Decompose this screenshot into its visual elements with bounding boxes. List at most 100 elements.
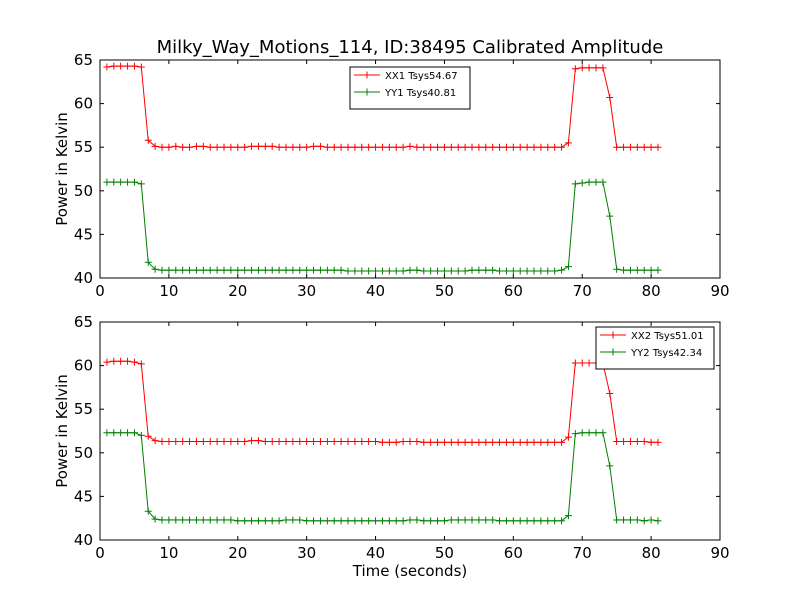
data-point bbox=[592, 429, 600, 437]
data-point bbox=[289, 143, 297, 151]
data-point bbox=[165, 437, 173, 445]
data-point bbox=[578, 64, 586, 72]
data-point bbox=[241, 266, 249, 274]
data-point bbox=[502, 517, 510, 525]
x-tick-label: 90 bbox=[710, 282, 729, 300]
data-point bbox=[165, 516, 173, 524]
data-point bbox=[482, 438, 490, 446]
data-point bbox=[578, 429, 586, 437]
data-point bbox=[330, 143, 338, 151]
data-point bbox=[413, 143, 421, 151]
data-point bbox=[275, 143, 283, 151]
data-point bbox=[544, 143, 552, 151]
data-point bbox=[530, 438, 538, 446]
legend-box bbox=[349, 66, 471, 110]
x-tick-label: 30 bbox=[297, 544, 316, 562]
data-point bbox=[620, 143, 628, 151]
data-point bbox=[261, 517, 269, 525]
data-point bbox=[296, 143, 304, 151]
x-tick-label: 20 bbox=[228, 544, 247, 562]
data-point bbox=[248, 266, 256, 274]
data-point bbox=[158, 143, 166, 151]
data-point bbox=[323, 437, 331, 445]
x-axis-label: Time (seconds) bbox=[352, 562, 468, 580]
x-tick-label: 50 bbox=[435, 544, 454, 562]
data-point bbox=[358, 143, 366, 151]
x-tick-label: 70 bbox=[573, 282, 592, 300]
data-point bbox=[117, 429, 125, 437]
data-point bbox=[427, 143, 435, 151]
y-tick-label: 60 bbox=[74, 95, 93, 113]
data-point bbox=[468, 438, 476, 446]
data-point bbox=[440, 143, 448, 151]
data-point bbox=[344, 517, 352, 525]
data-point bbox=[620, 266, 628, 274]
data-point bbox=[454, 143, 462, 151]
data-point bbox=[316, 517, 324, 525]
data-point bbox=[475, 143, 483, 151]
data-point bbox=[130, 429, 138, 437]
data-point bbox=[502, 267, 510, 275]
data-point bbox=[440, 517, 448, 525]
data-point bbox=[282, 437, 290, 445]
data-point bbox=[420, 267, 428, 275]
data-point bbox=[592, 178, 600, 186]
data-point bbox=[571, 359, 579, 367]
data-point bbox=[289, 266, 297, 274]
data-point bbox=[406, 266, 414, 274]
x-tick-label: 30 bbox=[297, 282, 316, 300]
y-tick-label: 65 bbox=[74, 51, 93, 69]
data-point bbox=[606, 462, 614, 470]
data-point bbox=[323, 143, 331, 151]
data-point bbox=[585, 359, 593, 367]
data-point bbox=[640, 437, 648, 445]
data-point bbox=[544, 267, 552, 275]
data-point bbox=[234, 266, 242, 274]
data-point bbox=[633, 266, 641, 274]
data-point bbox=[330, 437, 338, 445]
data-point bbox=[647, 266, 655, 274]
legend-marker bbox=[609, 348, 617, 356]
data-point bbox=[427, 517, 435, 525]
data-point bbox=[220, 266, 228, 274]
data-point bbox=[434, 517, 442, 525]
data-point bbox=[516, 267, 524, 275]
data-point bbox=[620, 437, 628, 445]
data-point bbox=[461, 438, 469, 446]
data-point bbox=[530, 517, 538, 525]
data-point bbox=[206, 437, 214, 445]
data-point bbox=[482, 516, 490, 524]
data-point bbox=[316, 437, 324, 445]
data-point bbox=[633, 143, 641, 151]
data-point bbox=[647, 143, 655, 151]
y-tick-label: 60 bbox=[74, 357, 93, 375]
data-point bbox=[268, 437, 276, 445]
x-tick-label: 60 bbox=[504, 282, 523, 300]
y-tick-label: 55 bbox=[74, 138, 93, 156]
data-point bbox=[378, 438, 386, 446]
data-point bbox=[392, 143, 400, 151]
data-point bbox=[227, 516, 235, 524]
data-point bbox=[434, 143, 442, 151]
data-point bbox=[186, 143, 194, 151]
data-point bbox=[124, 62, 132, 70]
data-point bbox=[351, 437, 359, 445]
data-point bbox=[289, 437, 297, 445]
data-point bbox=[330, 517, 338, 525]
data-point bbox=[248, 142, 256, 150]
data-point bbox=[103, 429, 111, 437]
data-point bbox=[558, 266, 566, 274]
data-point bbox=[489, 266, 497, 274]
legend-label: XX1 Tsys54.67 bbox=[385, 71, 458, 82]
data-point bbox=[399, 437, 407, 445]
data-point bbox=[551, 517, 559, 525]
data-point bbox=[179, 516, 187, 524]
data-point bbox=[599, 178, 607, 186]
data-point bbox=[330, 266, 338, 274]
legend-label: YY2 Tsys42.34 bbox=[630, 348, 702, 359]
data-point bbox=[110, 357, 118, 365]
data-point bbox=[220, 143, 228, 151]
data-point bbox=[186, 516, 194, 524]
data-point bbox=[186, 266, 194, 274]
data-point bbox=[599, 429, 607, 437]
